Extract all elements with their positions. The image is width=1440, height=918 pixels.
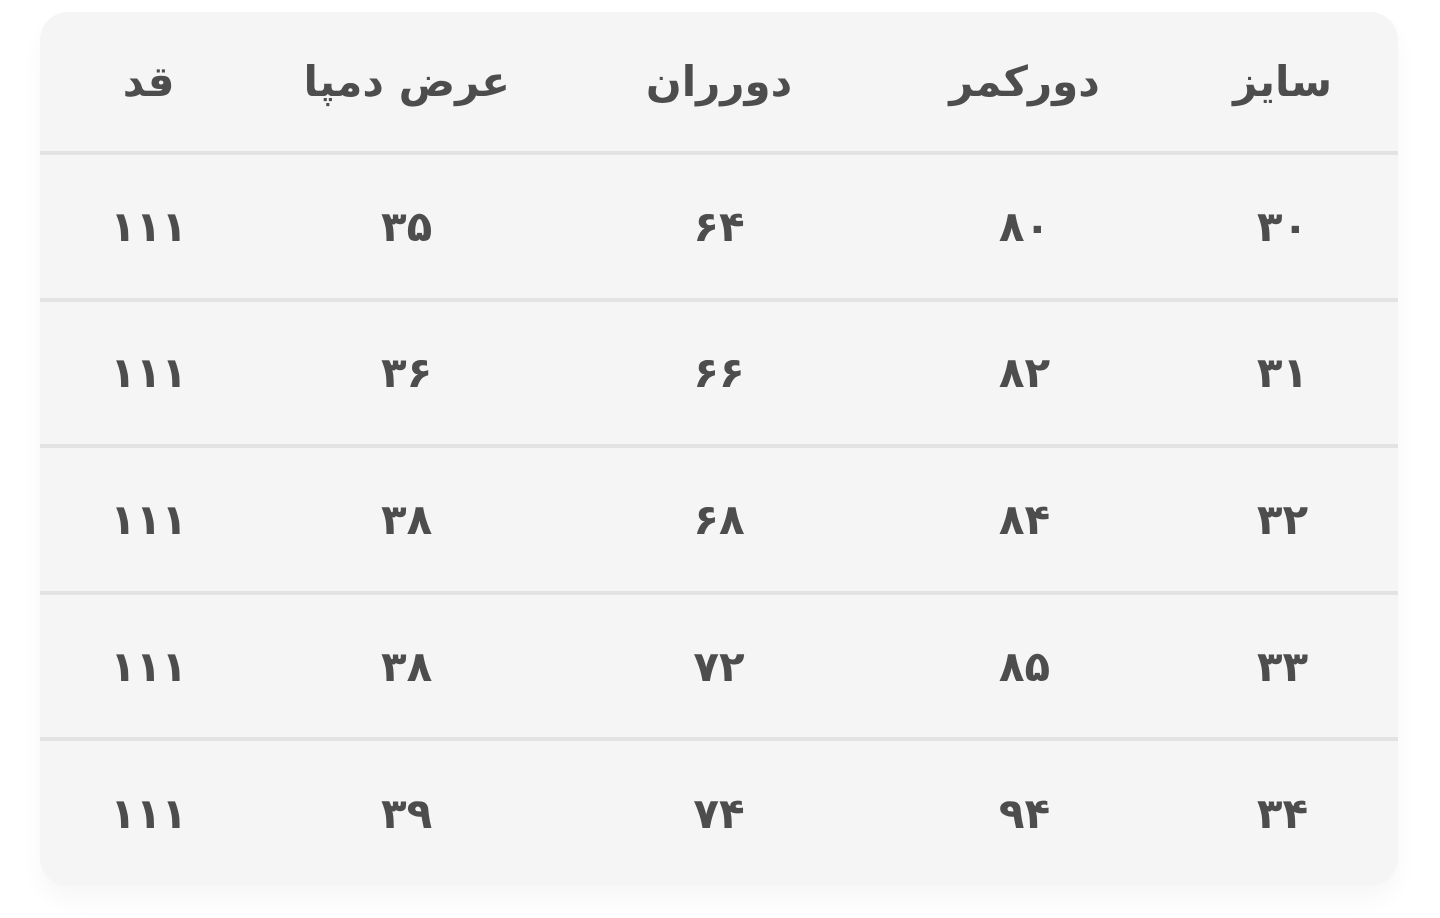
cell-size: ۳۰ — [1256, 201, 1309, 251]
cell-leg-opening: ۳۸ — [257, 444, 557, 593]
size-chart-card: سایز دورکمر دورران عرض دمپا قد ۳۰ ۸۰ ۶۴ … — [40, 12, 1398, 886]
table-row: ۳۴ ۹۴ ۷۴ ۳۹ ۱۱۱ — [40, 737, 1398, 886]
cell-length: ۱۱۱ — [40, 737, 258, 886]
column-header-thigh: دورران — [556, 12, 882, 155]
cell-waist: ۸۵ — [881, 590, 1168, 740]
column-header-leg-opening: عرض دمپا — [257, 12, 557, 155]
cell-leg-opening: ۳۸ — [257, 590, 557, 740]
cell-waist: ۹۴ — [881, 737, 1168, 886]
cell-length: ۱۱۱ — [40, 444, 258, 593]
cell-size: ۳۱ — [1167, 297, 1398, 447]
cell-length: ۱۱۱ — [110, 201, 188, 251]
column-header-length: قد — [40, 12, 258, 155]
cell-thigh: ۶۶ — [556, 297, 882, 447]
table-row: ۳۱ ۸۲ ۶۶ ۳۶ ۱۱۱ — [40, 297, 1398, 447]
cell-leg-opening: ۳۵ — [381, 201, 433, 251]
header-row: سایز دورکمر دورران عرض دمپا قد — [40, 12, 1398, 155]
column-header-waist: دورکمر — [881, 12, 1168, 155]
cell-size: ۳۴ — [1167, 737, 1398, 886]
cell-thigh: ۶۸ — [556, 444, 882, 593]
size-chart-table: سایز دورکمر دورران عرض دمپا قد ۳۰ ۸۰ ۶۴ … — [40, 12, 1398, 886]
table-row: ۳۳ ۸۵ ۷۲ ۳۸ ۱۱۱ — [40, 590, 1398, 740]
table-row: ۳۲ ۸۴ ۶۸ ۳۸ ۱۱۱ — [40, 444, 1398, 593]
table-row: ۳۰ ۸۰ ۶۴ ۳۵ ۱۱۱ — [40, 153, 1398, 300]
cell-thigh: ۷۲ — [556, 590, 882, 740]
cell-size: ۳۲ — [1167, 444, 1398, 593]
cell-leg-opening: ۳۹ — [257, 737, 557, 886]
cell-waist: ۸۰ — [998, 201, 1051, 251]
column-header-size: سایز — [1167, 12, 1398, 155]
cell-thigh: ۷۴ — [556, 737, 882, 886]
cell-size: ۳۳ — [1167, 590, 1398, 740]
cell-length: ۱۱۱ — [40, 297, 258, 447]
cell-leg-opening: ۳۶ — [257, 297, 557, 447]
cell-waist: ۸۲ — [881, 297, 1168, 447]
cell-length: ۱۱۱ — [40, 590, 258, 740]
cell-waist: ۸۴ — [881, 444, 1168, 593]
cell-thigh: ۶۴ — [693, 201, 745, 251]
